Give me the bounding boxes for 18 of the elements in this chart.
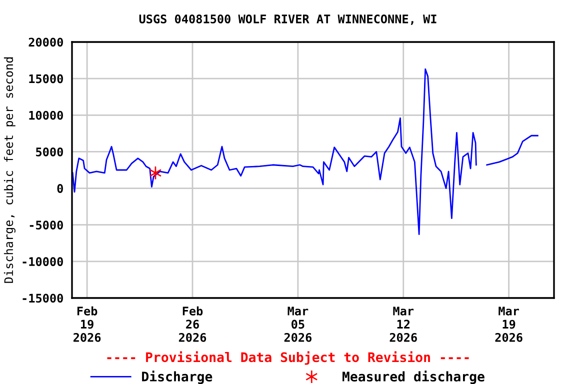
y-tick-label: 15000 bbox=[29, 74, 63, 84]
y-tick-label: 5000 bbox=[36, 147, 63, 156]
y-tick-label: -15000 bbox=[22, 294, 63, 303]
x-tick-label: Mar 19 2026 bbox=[495, 306, 522, 342]
legend-label: Measured discharge bbox=[342, 370, 484, 384]
x-tick-label: Feb 19 2026 bbox=[74, 306, 101, 342]
chart-title: USGS 04081500 WOLF RIVER AT WINNECONNE, WI bbox=[139, 14, 436, 25]
y-tick-label: 20000 bbox=[28, 38, 63, 47]
x-tick-label: Feb 26 2026 bbox=[178, 306, 206, 342]
legend-label: Discharge bbox=[142, 370, 212, 384]
y-tick-label: 10000 bbox=[29, 110, 63, 120]
x-tick-label: Mar 12 2026 bbox=[390, 306, 417, 342]
y-axis-title: Discharge, cubic feet per second bbox=[4, 57, 16, 283]
x-tick-label: Mar 05 2026 bbox=[284, 306, 312, 342]
y-tick-label: 0 bbox=[57, 184, 63, 193]
text: ---- Provisional Data Subject to Revision ---- bbox=[107, 351, 469, 365]
y-tick-label: -10000 bbox=[22, 257, 63, 266]
y-tick-label: -5000 bbox=[30, 220, 63, 230]
